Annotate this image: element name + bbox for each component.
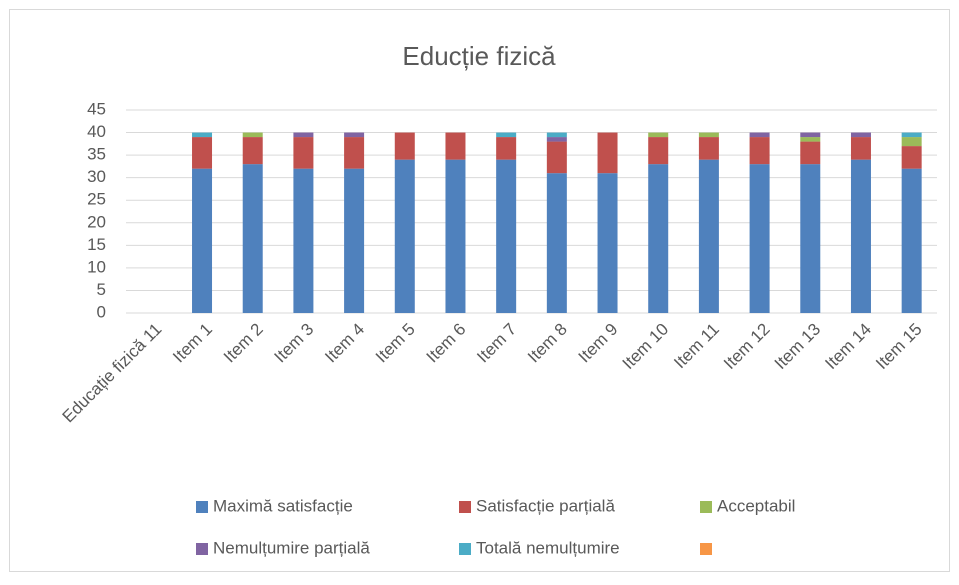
- y-tick-label: 10: [87, 257, 106, 276]
- y-tick-label: 45: [87, 99, 106, 118]
- bar-segment: [901, 137, 922, 147]
- legend-swatch: [196, 543, 208, 555]
- bar-segment: [192, 168, 213, 313]
- y-tick-label: 20: [87, 212, 106, 231]
- bar-segment: [648, 164, 669, 313]
- legend-swatch: [700, 501, 712, 513]
- bar-segment: [242, 132, 263, 138]
- legend-label: Satisfacție parțială: [476, 496, 615, 515]
- bar-segment: [850, 159, 871, 313]
- bar-segment: [698, 132, 719, 138]
- bar-segment: [800, 141, 821, 165]
- y-tick-label: 0: [97, 302, 106, 321]
- bar-segment: [496, 159, 517, 313]
- bar-segment: [850, 132, 871, 138]
- bar-segment: [394, 132, 415, 160]
- bar-segment: [749, 132, 770, 138]
- bar-segment: [344, 168, 365, 313]
- bar-segment: [546, 137, 567, 142]
- bar-segment: [901, 168, 922, 313]
- legend-swatch: [196, 501, 208, 513]
- bar-segment: [192, 137, 213, 169]
- bar-segment: [546, 173, 567, 313]
- bar-segment: [850, 137, 871, 160]
- y-tick-label: 25: [87, 190, 106, 209]
- legend-label: Maximă satisfacție: [213, 496, 353, 515]
- bar-segment: [648, 132, 669, 138]
- bar-segment: [698, 159, 719, 313]
- bar-segment: [293, 168, 314, 313]
- bar-segment: [344, 132, 365, 138]
- chart-title: Educție fizică: [402, 41, 556, 71]
- bar-segment: [242, 164, 263, 313]
- legend-swatch: [700, 543, 712, 555]
- y-tick-label: 35: [87, 145, 106, 164]
- bar-segment: [749, 137, 770, 165]
- bar-segment: [597, 132, 618, 174]
- bar-segment: [597, 173, 618, 313]
- y-tick-label: 40: [87, 122, 106, 141]
- legend-label: Totală nemulțumire: [476, 538, 620, 557]
- bar-segment: [800, 164, 821, 313]
- bar-segment: [394, 159, 415, 313]
- bar-segment: [749, 164, 770, 313]
- y-tick-label: 5: [97, 280, 106, 299]
- bar-segment: [293, 132, 314, 138]
- bar-segment: [344, 137, 365, 169]
- bar-segment: [546, 141, 567, 174]
- bar-segment: [901, 132, 922, 138]
- bar-segment: [546, 132, 567, 138]
- bar-segment: [293, 137, 314, 169]
- legend-label: Nemulțumire parțială: [213, 538, 370, 557]
- bar-segment: [445, 159, 466, 313]
- legend-label: Acceptabil: [717, 496, 795, 515]
- bar-segment: [901, 146, 922, 169]
- y-tick-label: 30: [87, 167, 106, 186]
- bar-segment: [698, 137, 719, 160]
- legend-swatch: [459, 543, 471, 555]
- bar-segment: [242, 137, 263, 165]
- bar-segment: [496, 132, 517, 138]
- legend-swatch: [459, 501, 471, 513]
- y-tick-label: 15: [87, 235, 106, 254]
- bar-segment: [445, 132, 466, 160]
- bar-segment: [496, 137, 517, 160]
- bar-segment: [800, 132, 821, 138]
- bar-segment: [192, 132, 213, 138]
- bar-segment: [648, 137, 669, 165]
- bar-segment: [800, 137, 821, 142]
